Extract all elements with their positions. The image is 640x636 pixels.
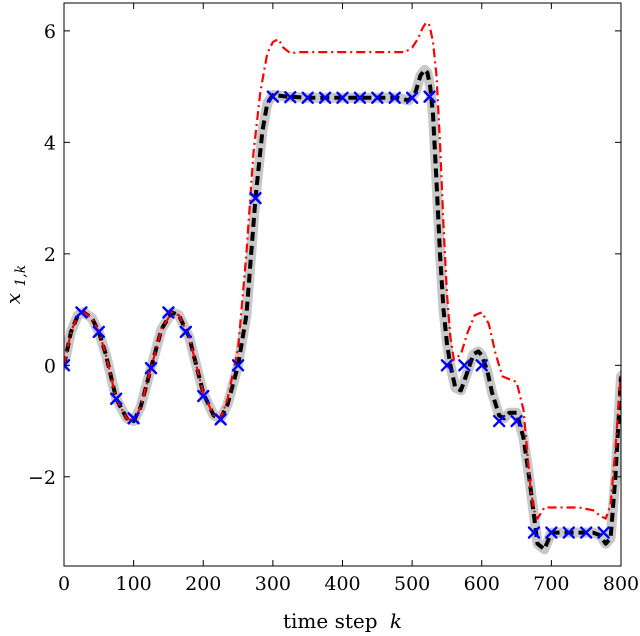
marker-point xyxy=(371,91,384,104)
y-axis-label-sub: 1,k xyxy=(13,265,29,287)
marker-point xyxy=(231,359,245,372)
x-tick-label: 100 xyxy=(115,573,151,595)
marker-point xyxy=(75,306,88,319)
marker-point xyxy=(388,91,401,104)
marker-point xyxy=(284,91,297,104)
x-tick-label: 800 xyxy=(603,573,639,595)
y-tick-label: 2 xyxy=(44,244,56,266)
marker-point xyxy=(197,389,210,403)
marker-point xyxy=(579,526,593,539)
series-gray-band xyxy=(64,64,621,555)
marker-point xyxy=(92,325,106,339)
marker-point xyxy=(545,526,558,539)
marker-point xyxy=(162,306,175,319)
marker-point xyxy=(266,90,280,103)
y-tick-label: 0 xyxy=(44,355,56,377)
marker-point xyxy=(527,526,541,539)
marker-point xyxy=(249,191,262,205)
marker-point xyxy=(475,359,488,372)
x-tick-label: 200 xyxy=(185,573,221,595)
y-tick-label: 4 xyxy=(44,132,56,154)
marker-point xyxy=(353,91,367,104)
plot-area xyxy=(64,21,621,555)
marker-point xyxy=(510,414,523,428)
marker-point xyxy=(405,91,419,104)
marker-point xyxy=(127,412,140,425)
y-tick-label: −2 xyxy=(28,467,56,489)
plot-frame xyxy=(63,2,622,567)
marker-point xyxy=(301,91,314,104)
marker-point xyxy=(597,526,610,539)
marker-point xyxy=(214,413,227,426)
marker-point xyxy=(562,526,575,539)
marker-point xyxy=(318,91,332,104)
x-axis-label-text: time step xyxy=(283,609,378,633)
series-black-dashed xyxy=(64,67,621,552)
axis-ticks: 0 100 200 300 400 500 600 700 800 −2 0 2 4 6 xyxy=(28,3,639,595)
marker-point xyxy=(492,414,506,428)
x-tick-label: 0 xyxy=(58,573,70,595)
marker-point xyxy=(336,91,349,104)
x-tick-label: 600 xyxy=(464,573,500,595)
marker-point xyxy=(423,90,436,103)
marker-point xyxy=(179,325,193,339)
x-tick-label: 400 xyxy=(324,573,360,595)
marker-point xyxy=(144,361,158,375)
marker-point xyxy=(64,359,71,372)
y-axis-label: x 1,k xyxy=(1,265,29,304)
series-blue-markers xyxy=(64,90,610,539)
x-tick-label: 700 xyxy=(533,573,569,595)
y-axis-label-var: x xyxy=(1,293,25,304)
marker-point xyxy=(440,359,454,372)
marker-point xyxy=(110,392,123,405)
y-tick-label: 6 xyxy=(44,21,56,43)
x-tick-label: 300 xyxy=(255,573,291,595)
marker-point xyxy=(458,359,471,372)
x-tick-label: 500 xyxy=(394,573,430,595)
x-axis-label-var: k xyxy=(390,609,402,633)
x-axis-label: time step k xyxy=(283,609,402,633)
series-red-dashdot xyxy=(64,21,621,520)
